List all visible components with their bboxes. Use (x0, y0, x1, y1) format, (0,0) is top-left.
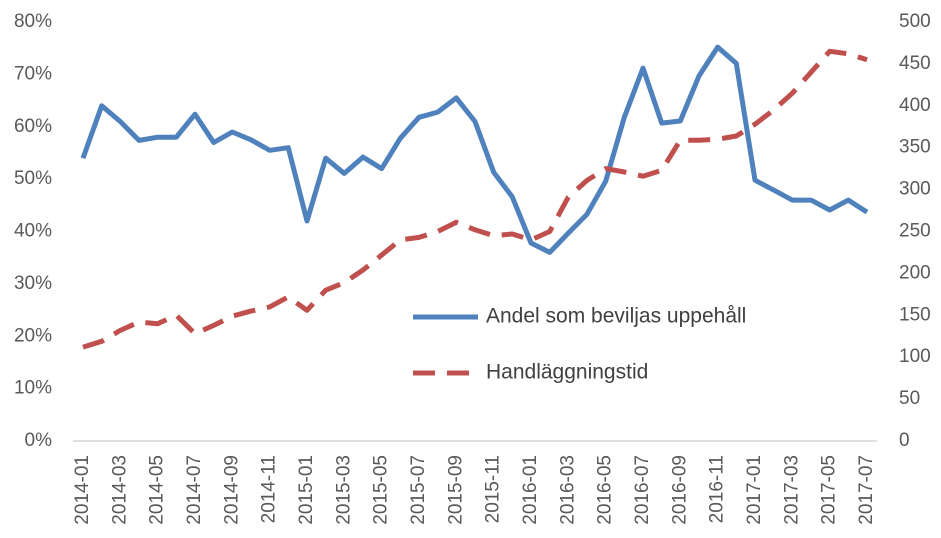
y2-tick-label: 50 (899, 388, 920, 409)
y2-tick-label: 350 (899, 137, 931, 158)
y-tick-label: 80% (14, 11, 52, 32)
y-tick-label: 70% (14, 63, 52, 84)
y2-tick-label: 450 (899, 53, 931, 74)
x-tick-label: 2017-01 (744, 455, 765, 525)
y-tick-label: 40% (14, 221, 52, 242)
x-tick-label: 2016-05 (595, 455, 616, 525)
y-tick-label: 0% (25, 430, 53, 451)
y-tick-label: 10% (14, 378, 52, 399)
y-tick-label: 30% (14, 273, 52, 294)
y2-tick-label: 400 (899, 95, 931, 116)
x-tick-label: 2014-05 (147, 455, 168, 525)
y2-tick-label: 100 (899, 346, 931, 367)
x-tick-label: 2015-07 (408, 455, 429, 525)
y2-tick-label: 300 (899, 179, 931, 200)
x-tick-label: 2014-11 (259, 455, 280, 523)
x-tick-label: 2014-07 (184, 455, 205, 525)
x-tick-label: 2017-03 (781, 455, 802, 525)
x-tick-label: 2016-03 (557, 455, 578, 525)
x-tick-label: 2016-01 (520, 455, 541, 525)
x-tick-label: 2017-07 (856, 455, 877, 525)
x-tick-label: 2015-09 (445, 455, 466, 525)
y2-tick-label: 200 (899, 262, 931, 283)
y2-tick-label: 250 (899, 221, 931, 242)
x-tick-label: 2015-03 (333, 455, 354, 525)
legend-label: Andel som beviljas uppehåll (486, 305, 746, 328)
y2-tick-label: 150 (899, 304, 931, 325)
x-tick-label: 2016-09 (669, 455, 690, 525)
x-tick-label: 2014-01 (72, 455, 93, 525)
legend-label: Handläggningstid (486, 361, 648, 384)
x-tick-label: 2014-09 (221, 455, 242, 525)
y-tick-label: 50% (14, 168, 52, 189)
y2-tick-label: 0 (899, 430, 910, 451)
y-tick-label: 20% (14, 325, 52, 346)
x-tick-label: 2015-01 (296, 455, 317, 525)
x-tick-label: 2016-11 (707, 455, 728, 523)
series-line (82, 48, 868, 350)
x-tick-label: 2017-05 (819, 455, 840, 525)
series-line (80, 44, 869, 255)
x-tick-label: 2016-07 (632, 455, 653, 525)
x-tick-label: 2014-03 (109, 455, 130, 525)
x-tick-label: 2015-11 (483, 455, 504, 523)
x-tick-label: 2015-05 (371, 455, 392, 525)
y2-tick-label: 500 (899, 11, 931, 32)
y-tick-label: 60% (14, 116, 52, 137)
